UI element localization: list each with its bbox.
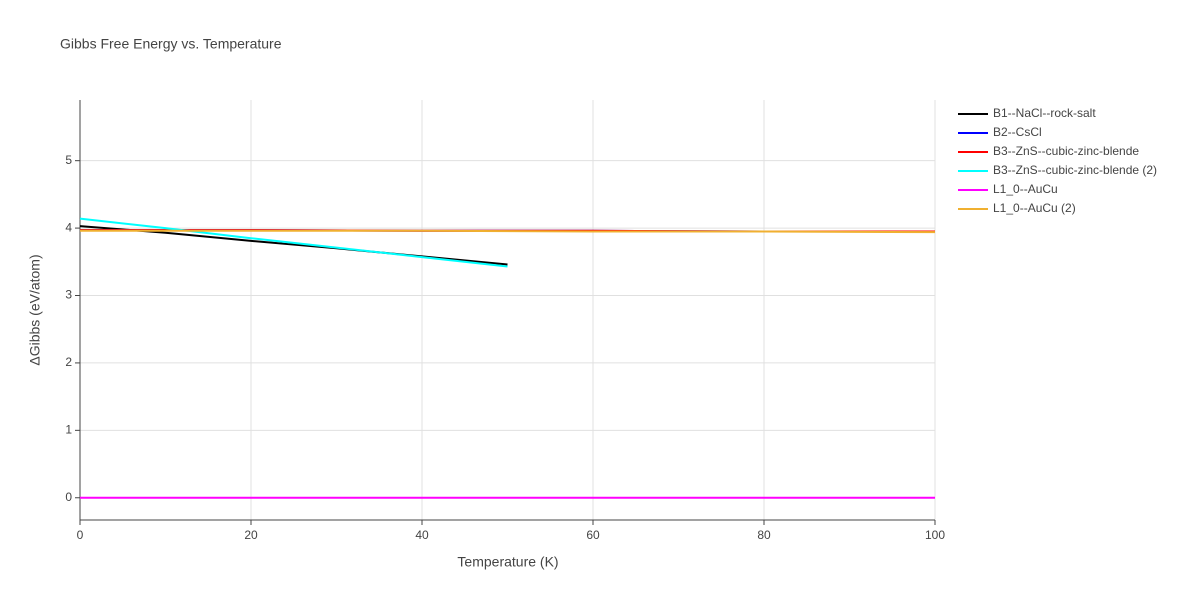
legend-label: B2--CsCl (993, 125, 1042, 139)
legend-label: L1_0--AuCu (2) (993, 201, 1076, 215)
legend-label: B3--ZnS--cubic-zinc-blende (993, 144, 1139, 158)
y-tick-label: 2 (65, 355, 72, 369)
x-tick-label: 80 (757, 528, 771, 542)
x-tick-label: 60 (586, 528, 600, 542)
chart-title: Gibbs Free Energy vs. Temperature (60, 36, 282, 52)
y-tick-label: 4 (65, 220, 72, 234)
y-tick-label: 0 (65, 490, 72, 504)
y-tick-label: 1 (65, 423, 72, 437)
legend-label: L1_0--AuCu (993, 182, 1058, 196)
series-line (79, 217, 508, 268)
x-tick-label: 0 (77, 528, 84, 542)
legend-label: B1--NaCl--rock-salt (993, 106, 1096, 120)
y-tick-label: 3 (65, 288, 72, 302)
x-tick-label: 100 (925, 528, 945, 542)
x-tick-label: 40 (415, 528, 429, 542)
y-tick-label: 5 (65, 153, 72, 167)
x-axis-label: Temperature (K) (457, 554, 558, 570)
legend-label: B3--ZnS--cubic-zinc-blende (2) (993, 163, 1157, 177)
x-tick-label: 20 (244, 528, 258, 542)
series-line (80, 229, 936, 234)
y-axis-label: ΔGibbs (eV/atom) (27, 254, 43, 365)
